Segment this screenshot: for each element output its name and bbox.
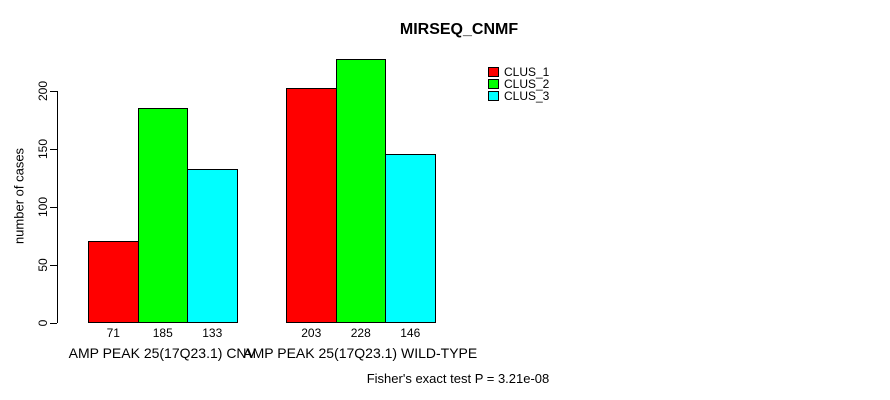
bar-clus_2-group2 xyxy=(335,58,386,323)
bar-value-label: 133 xyxy=(202,326,223,340)
bar-value-label: 203 xyxy=(301,326,322,340)
bar-clus_3-group1 xyxy=(187,168,238,323)
bar-value-label: 146 xyxy=(400,326,421,340)
footnote: Fisher's exact test P = 3.21e-08 xyxy=(366,371,550,386)
y-axis-line xyxy=(57,91,58,323)
legend-label: CLUS_1 xyxy=(504,65,550,79)
bar-clus_1-group1 xyxy=(88,240,139,323)
legend-swatch-icon xyxy=(488,91,499,101)
y-tick-label: 50 xyxy=(36,258,50,272)
legend-label: CLUS_3 xyxy=(504,89,550,103)
chart-title: MIRSEQ_CNMF xyxy=(399,21,519,38)
bar-clus_1-group2 xyxy=(286,87,337,323)
bar-value-label: 185 xyxy=(152,326,173,340)
category-label: AMP PEAK 25(17Q23.1) CNV xyxy=(68,345,256,361)
y-tick-label: 0 xyxy=(36,319,50,327)
y-tick xyxy=(50,322,57,324)
category-label: AMP PEAK 25(17Q23.1) WILD-TYPE xyxy=(243,345,478,361)
legend-entry-clus_3: CLUS_3 xyxy=(488,90,549,102)
legend-entry-clus_2: CLUS_2 xyxy=(488,78,549,90)
legend-swatch-icon xyxy=(488,79,499,89)
y-tick xyxy=(50,206,57,208)
y-axis-label: number of cases xyxy=(11,147,27,245)
bar-clus_2-group1 xyxy=(137,108,188,323)
bar-clus_3-group2 xyxy=(385,153,436,323)
bar-value-label: 228 xyxy=(350,326,371,340)
y-tick-label: 200 xyxy=(36,80,50,102)
y-tick xyxy=(50,90,57,92)
legend-swatch-icon xyxy=(488,67,499,77)
bar-value-label: 71 xyxy=(106,326,120,340)
y-tick-label: 100 xyxy=(36,196,50,218)
legend: CLUS_1 CLUS_2 CLUS_3 xyxy=(488,66,549,102)
y-tick-label: 150 xyxy=(36,138,50,160)
legend-label: CLUS_2 xyxy=(504,77,550,91)
y-tick xyxy=(50,264,57,266)
legend-entry-clus_1: CLUS_1 xyxy=(488,66,549,78)
y-tick xyxy=(50,148,57,150)
